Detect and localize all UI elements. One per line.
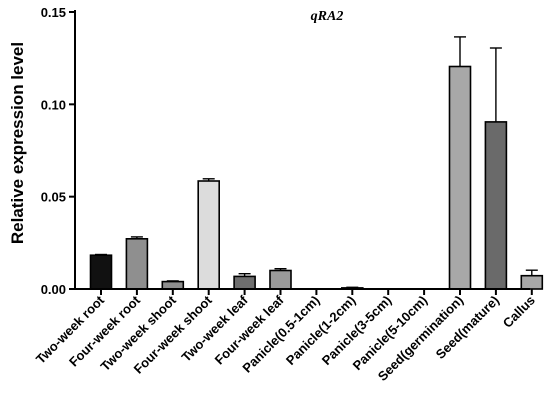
bar-4 [233, 275, 256, 290]
x-tick-label-11: Seed(mature) [433, 293, 502, 362]
axes-group [74, 10, 530, 290]
bar-1 [125, 238, 149, 290]
y-tick-label-3: 0.15 [41, 5, 66, 20]
y-axis-title: Relative expression level [8, 42, 27, 244]
x-tick-label-12: Callus [500, 293, 538, 331]
bar-11 [484, 121, 508, 290]
chart-title: qRA2 [311, 9, 344, 24]
bar-5 [269, 269, 292, 290]
bar-2 [161, 280, 185, 290]
y-tick-label-1: 0.05 [41, 190, 66, 205]
bar-0 [89, 254, 113, 290]
y-ticks-group: 0.00 0.05 0.10 0.15 [41, 5, 75, 297]
bar-10 [448, 65, 472, 290]
bars-group [89, 65, 544, 290]
bar-12 [520, 274, 544, 290]
error-bars-group [95, 36, 538, 288]
y-tick-label-0: 0.00 [41, 282, 66, 297]
y-tick-label-2: 0.10 [41, 97, 66, 112]
bar-3 [197, 180, 220, 290]
